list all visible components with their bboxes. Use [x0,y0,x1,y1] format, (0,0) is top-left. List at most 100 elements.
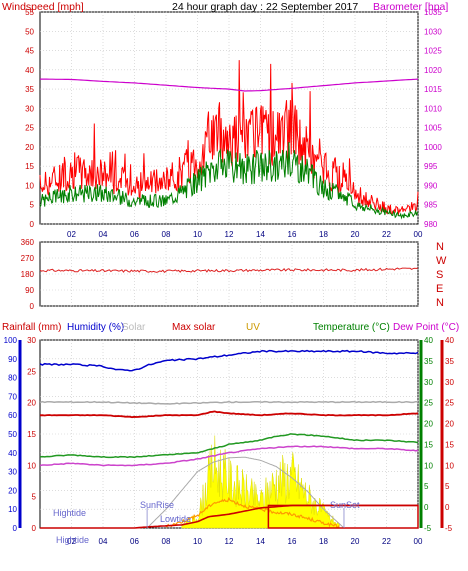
dew-point-tick-label: 25 [445,399,454,408]
temperature-tick-label: 5 [424,482,429,491]
hour-tick-label: 02 [67,230,76,239]
hour-tick-label: 06 [130,537,139,546]
dew-point-tick-label: 5 [445,482,450,491]
humidity-tick-label: 70 [8,392,17,401]
barometer-tick-label: 1015 [424,85,442,94]
hour-tick-label: 16 [288,537,297,546]
direction-tick-label: 180 [21,270,35,279]
max-solar-legend: Max solar [172,322,216,333]
wind-direction-line [39,267,419,273]
compass-label: N [436,297,444,309]
humidity-line [39,349,419,372]
windspeed-tick-label: 5 [30,201,35,210]
temperature-legend: Temperature (°C) [313,322,390,333]
hour-tick-label: 20 [351,537,360,546]
humidity-tick-label: 90 [8,355,17,364]
temperature-tick-label: 25 [424,399,433,408]
barometer-tick-label: 985 [424,201,438,210]
compass-label: N [436,241,444,253]
barometer-axis-label: Barometer [hpa] [373,1,448,13]
direction-tick-label: 360 [21,238,35,247]
dew-point-tick-label: 40 [445,336,454,345]
barometer-line [40,78,419,92]
barometer-tick-label: 990 [424,181,438,190]
humidity-tick-label: 100 [4,336,18,345]
windspeed-tick-label: 40 [25,66,34,75]
temperature-tick-label: 10 [424,461,433,470]
windspeed-tick-label: 55 [25,8,34,17]
lowtide-label: Lowtide [160,514,191,524]
windspeed-tick-label: 15 [25,162,34,171]
temperature-line [39,433,419,459]
temperature-tick-label: 15 [424,440,433,449]
uv-line [166,496,340,529]
compass-label: W [436,255,447,267]
dew-point-tick-label: 15 [445,440,454,449]
hour-tick-label: 14 [256,537,265,546]
hour-tick-label: 22 [382,537,391,546]
compass-label: S [436,269,443,281]
temperature-tick-label: 35 [424,357,433,366]
hightide-label: Hightide [53,508,86,518]
temperature-tick-label: -5 [424,524,432,533]
windspeed-tick-label: 35 [25,85,34,94]
hour-tick-label: 20 [351,230,360,239]
windspeed-tick-label: 20 [25,143,34,152]
windspeed-tick-label: 45 [25,47,34,56]
humidity-tick-label: 50 [8,430,17,439]
barometer-tick-label: 1025 [424,47,442,56]
dew-point-line [39,445,419,467]
humidity-tick-label: 60 [8,411,17,420]
temperature-tick-label: 20 [424,420,433,429]
barometer-tick-label: 1030 [424,27,442,36]
humidity-tick-label: 40 [8,449,17,458]
hour-tick-label: 08 [162,230,171,239]
hour-tick-label: 18 [319,537,328,546]
dew-point-tick-label: 30 [445,378,454,387]
direction-tick-label: 90 [25,286,34,295]
humidity-tick-label: 0 [13,524,18,533]
barometer-tick-label: 1000 [424,143,442,152]
dew-point-tick-label: 35 [445,357,454,366]
hour-tick-label: 10 [193,230,202,239]
hour-tick-label: 00 [414,230,423,239]
dew-point-tick-label: 20 [445,420,454,429]
barometer-tick-label: 1035 [424,8,442,17]
humidity-legend: Humidity (%) [67,322,124,333]
hour-tick-label: 04 [99,537,108,546]
direction-tick-label: 270 [21,254,35,263]
wind-average-line [39,141,419,220]
barometer-tick-label: 995 [424,162,438,171]
rainfall-tick-label: 20 [27,399,36,408]
solar-legend: Solar [122,322,146,333]
hour-tick-label: 02 [67,537,76,546]
windspeed-tick-label: 30 [25,104,34,113]
windspeed-tick-label: 25 [25,124,34,133]
humidity-tick-label: 20 [8,486,17,495]
hour-tick-label: 16 [288,230,297,239]
rainfall-tick-label: 25 [27,367,36,376]
windspeed-tick-label: 0 [30,220,35,229]
red-line [39,410,419,419]
hour-tick-label: 22 [382,230,391,239]
hour-tick-label: 12 [225,537,234,546]
rainfall-total-box [267,504,419,529]
sunset-label: SunSet [330,500,360,510]
rainfall-tick-label: 5 [32,493,37,502]
barometer-tick-label: 1010 [424,104,442,113]
chart-title: 24 hour graph day : 22 September 2017 [172,1,358,13]
humidity-tick-label: 30 [8,468,17,477]
hour-tick-label: 12 [225,230,234,239]
dew-point-tick-label: 10 [445,461,454,470]
hour-tick-label: 08 [162,537,171,546]
barometer-tick-label: 980 [424,220,438,229]
hour-tick-label: 06 [130,230,139,239]
barometer-tick-label: 1005 [424,124,442,133]
compass-label: E [436,283,443,295]
windspeed-axis-label: Windspeed [mph] [2,1,84,13]
sunrise-label: SunRise [140,500,174,510]
hour-tick-label: 04 [99,230,108,239]
windspeed-tick-label: 10 [25,181,34,190]
